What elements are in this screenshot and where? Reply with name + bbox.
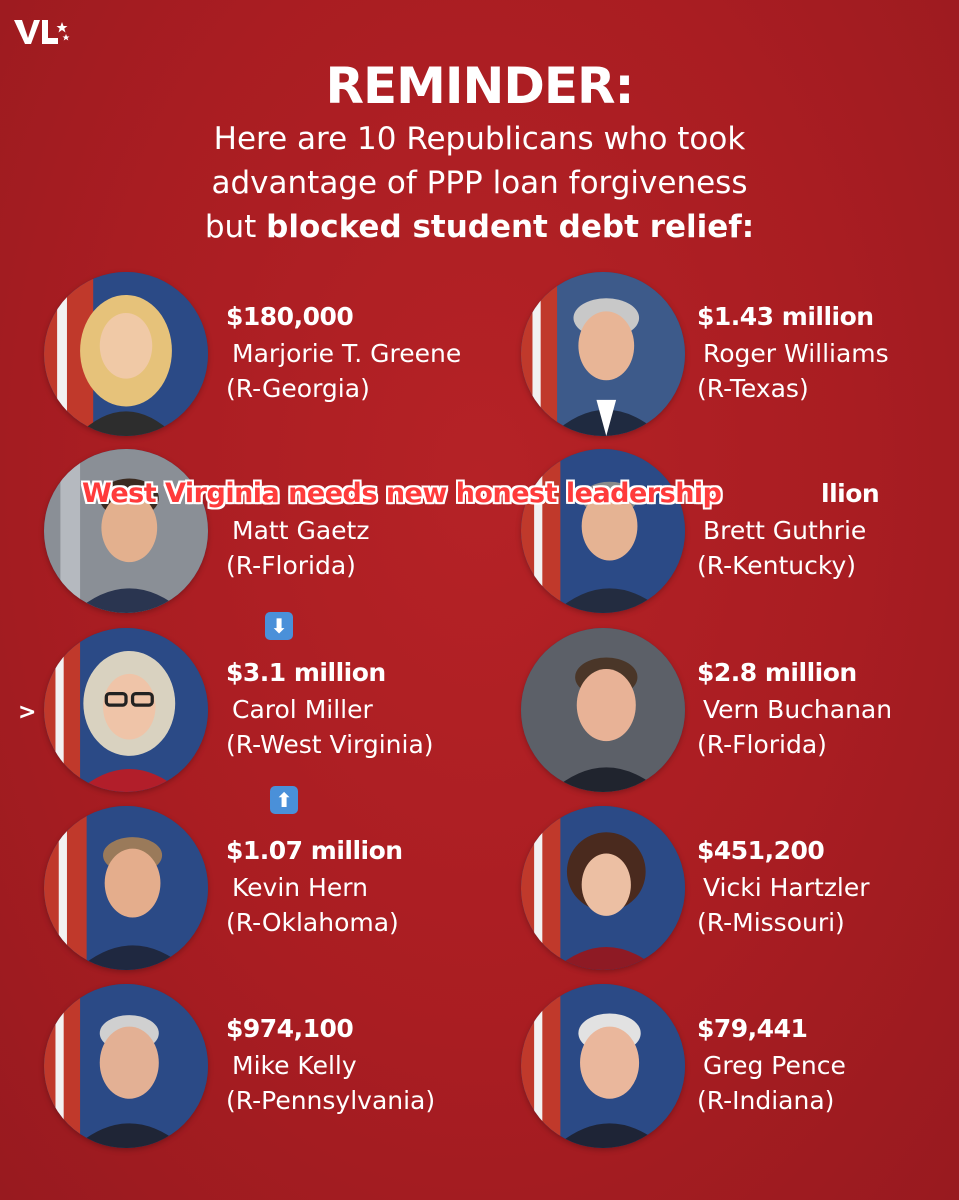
overlay-caption: West Virginia needs new honest leadershi… [82,478,722,509]
subtitle-line-1: Here are 10 Republicans who took [213,121,746,157]
portrait-miller [44,628,208,792]
card-guthrie: llion Brett Guthrie (R-Kentucky) [521,449,959,619]
card-name: Kevin Hern [232,873,368,902]
card-amount: $1.07 million [226,836,403,865]
card-amount: $1.43 million [697,302,874,331]
card-name: Vern Buchanan [703,695,893,724]
card-party: (R-Texas) [697,374,809,403]
card-hartzler: $451,200 Vicki Hartzler (R-Missouri) [521,806,959,976]
card-party: (R-West Virginia) [226,730,434,759]
card-williams: $1.43 million Roger Williams (R-Texas) [521,272,959,442]
pointer-icon: > [18,700,37,725]
card-party: (R-Missouri) [697,908,845,937]
card-hern: $1.07 million Kevin Hern (R-Oklahoma) [44,806,484,976]
card-amount: $451,200 [697,836,825,865]
card-party: (R-Florida) [697,730,827,759]
portrait-pence [521,984,685,1148]
header: REMINDER: Here are 10 Republicans who to… [0,55,959,249]
card-miller: $3.1 million Carol Miller (R-West Virgin… [44,628,484,798]
subtitle-line-3-prefix: but [204,209,267,245]
portrait-gaetz [44,449,208,613]
card-pence: $79,441 Greg Pence (R-Indiana) [521,984,959,1154]
card-amount: $2.8 million [697,658,857,687]
portrait-hern [44,806,208,970]
arrow-up-icon: ⬆ [270,786,298,814]
card-party: (R-Kentucky) [697,551,857,580]
portrait-greene [44,272,208,436]
card-name: Vicki Hartzler [703,873,870,902]
card-name: Roger Williams [703,339,889,368]
subtitle-line-2: advantage of PPP loan forgiveness [211,165,748,201]
card-amount: $180,000 [226,302,354,331]
card-party: (R-Oklahoma) [226,908,399,937]
card-name: Brett Guthrie [703,516,867,545]
card-name: Matt Gaetz [232,516,370,545]
page-title: REMINDER: [325,57,634,115]
card-party: (R-Georgia) [226,374,370,403]
card-party: (R-Indiana) [697,1086,835,1115]
portrait-hartzler [521,806,685,970]
portrait-buchanan [521,628,685,792]
card-greene: $180,000 Marjorie T. Greene (R-Georgia) [44,272,484,442]
card-party: (R-Pennsylvania) [226,1086,436,1115]
card-kelly: $974,100 Mike Kelly (R-Pennsylvania) [44,984,484,1154]
card-buchanan: $2.8 million Vern Buchanan (R-Florida) [521,628,959,798]
card-amount: $3.1 million [226,658,386,687]
card-name: Greg Pence [703,1051,846,1080]
card-name: Mike Kelly [232,1051,357,1080]
vl-logo [14,20,70,44]
arrow-down-icon: ⬇ [265,612,293,640]
card-amount: $79,441 [697,1014,808,1043]
portrait-williams [521,272,685,436]
subtitle-line-3-bold: blocked student debt relief: [266,209,755,245]
card-name: Carol Miller [232,695,373,724]
portrait-guthrie [521,449,685,613]
card-gaetz: Matt Gaetz (R-Florida) [44,449,484,619]
card-amount: llion [821,479,880,508]
subtitle-line-3: but blocked student debt relief: [0,205,959,249]
card-party: (R-Florida) [226,551,356,580]
card-name: Marjorie T. Greene [232,339,462,368]
portrait-kelly [44,984,208,1148]
card-amount: $974,100 [226,1014,354,1043]
